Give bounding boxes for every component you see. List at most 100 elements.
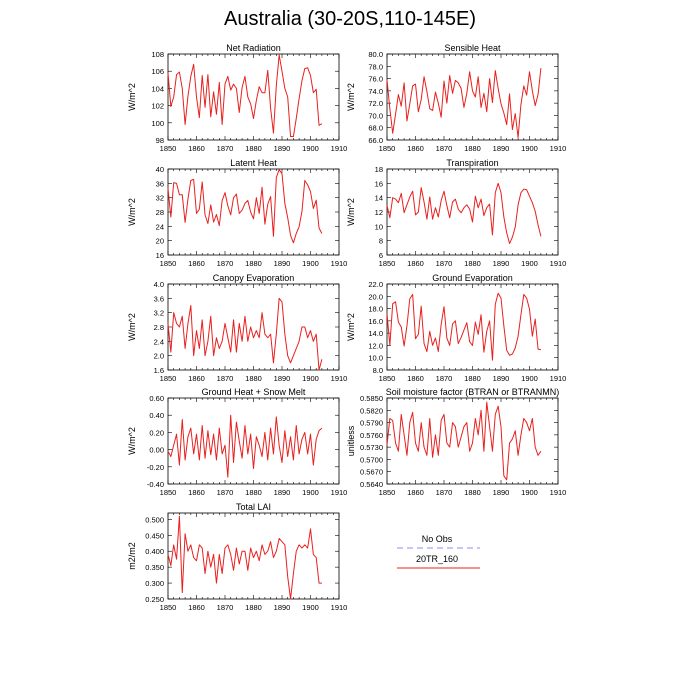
series-line-20tr-160 [167,54,323,138]
y-tick-label: 10.0 [368,354,383,363]
x-tick-label: 1860 [407,374,424,383]
y-tick-label: 20.0 [368,292,383,301]
x-tick-label: 1860 [188,144,205,153]
x-tick-label: 1900 [521,488,538,497]
x-tick-label: 1870 [436,259,453,268]
y-tick-label: 106 [151,67,164,76]
x-tick-label: 1850 [379,259,396,268]
y-tick-label: 98 [156,136,164,145]
y-tick-label: 0.400 [145,547,164,556]
y-tick-label: 76.0 [368,75,383,84]
x-tick-label: 1890 [274,259,291,268]
x-tick-label: 1890 [493,144,510,153]
y-tick-label: 14.0 [368,329,383,338]
panel-title: Sensible Heat [444,43,501,53]
x-tick-label: 1850 [160,259,177,268]
y-tick-label: 24 [156,222,164,231]
x-tick-label: 1850 [379,488,396,497]
legend-label-no-obs: No Obs [422,534,453,544]
x-tick-label: 1880 [245,374,262,383]
x-tick-label: 1860 [407,488,424,497]
y-tick-label: 10 [375,222,383,231]
x-tick-label: 1850 [379,374,396,383]
series-line-20tr-160 [386,292,542,361]
panel-canopy-evaporation: Canopy Evaporation W/m^2 1850 1860 1870 1880 1… [127,273,347,383]
x-tick-label: 1910 [550,144,567,153]
y-tick-label: 0.300 [145,579,164,588]
series-line-20tr-160 [167,297,323,371]
y-tick-label: 16.0 [368,317,383,326]
x-tick-label: 1900 [302,603,319,612]
y-tick-label: 16 [156,251,164,260]
y-tick-label: 104 [151,84,164,93]
x-tick-label: 1880 [245,144,262,153]
y-tick-label: 70.0 [368,111,383,120]
panel-title: Ground Evaporation [432,273,513,283]
x-tick-label: 1870 [217,144,234,153]
x-tick-label: 1890 [493,488,510,497]
x-tick-label: 1850 [160,144,177,153]
x-tick-label: 1900 [521,259,538,268]
y-tick-label: 18 [375,165,383,174]
y-tick-label: 3.6 [154,294,164,303]
panel-ground-evaporation: Ground Evaporation W/m^2 1850 1860 1870 1880 1… [346,273,566,383]
y-tick-label: 100 [151,119,164,128]
y-tick-label: 68.0 [368,124,383,133]
legend-label-20tr-160: 20TR_160 [416,554,458,564]
panel-title: Ground Heat + Snow Melt [202,387,306,397]
x-tick-label: 1890 [493,374,510,383]
x-tick-label: 1860 [188,603,205,612]
y-tick-label: 0.5730 [360,443,383,452]
y-axis-label: m2/m2 [127,542,137,570]
y-tick-label: 4.0 [154,280,164,289]
y-tick-label: 20 [156,237,164,246]
x-tick-label: 1900 [302,144,319,153]
y-tick-label: 3.2 [154,309,164,318]
y-tick-label: 108 [151,50,164,59]
x-tick-label: 1870 [436,488,453,497]
panel-sensible-heat: Sensible Heat W/m^2 1850 1860 1870 1880 1890 19… [346,43,566,153]
x-tick-label: 1870 [217,488,234,497]
y-axis-label: W/m^2 [127,313,137,341]
y-tick-label: 40 [156,165,164,174]
panel-title: Canopy Evaporation [213,273,295,283]
y-tick-label: 12 [375,208,383,217]
y-tick-label: 0.250 [145,595,164,604]
y-tick-label: 66.0 [368,136,383,145]
panel-title: Net Radiation [226,43,281,53]
x-tick-label: 1860 [407,259,424,268]
series-line-20tr-160 [386,401,542,481]
page-title: Australia (30-20S,110-145E) [224,8,476,30]
plot-frame [386,168,559,256]
y-axis-label: W/m^2 [127,198,137,226]
y-tick-label: 0.5820 [360,406,383,415]
series-line-20tr-160 [386,182,542,245]
y-tick-label: 80.0 [368,50,383,59]
y-axis-label: W/m^2 [346,198,356,226]
x-tick-label: 1910 [331,603,348,612]
y-tick-label: 0.60 [149,394,164,403]
x-tick-label: 1880 [464,488,481,497]
y-tick-label: -0.40 [147,480,164,489]
y-tick-label: 14 [375,194,383,203]
y-axis-label: W/m^2 [127,427,137,455]
y-axis-label: W/m^2 [127,83,137,111]
x-tick-label: 1900 [302,259,319,268]
x-tick-label: 1910 [331,144,348,153]
series-line-20tr-160 [167,515,322,600]
x-tick-label: 1900 [302,374,319,383]
y-tick-label: 6 [379,251,383,260]
x-tick-label: 1870 [217,374,234,383]
x-tick-label: 1860 [188,488,205,497]
y-tick-label: 78.0 [368,62,383,71]
panel-title: Latent Heat [230,158,277,168]
plot-frame [386,53,559,141]
y-tick-label: 2.8 [154,323,164,332]
y-tick-label: -0.20 [147,463,164,472]
y-tick-label: 0.5700 [360,455,383,464]
x-tick-label: 1910 [550,488,567,497]
x-tick-label: 1890 [274,374,291,383]
x-tick-label: 1910 [550,259,567,268]
panel-net-radiation: Net Radiation W/m^2 1850 1860 1870 1880 1890 19… [127,43,347,153]
